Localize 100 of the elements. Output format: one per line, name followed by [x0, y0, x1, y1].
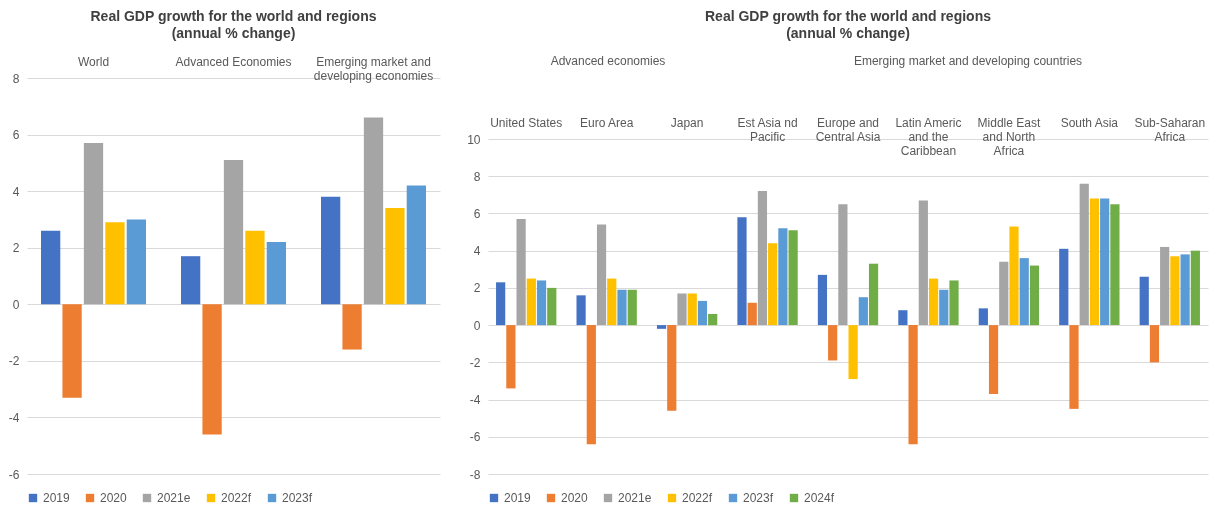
legend-label: 2022f	[682, 491, 713, 505]
bar	[928, 278, 939, 326]
bar	[126, 219, 146, 305]
y-tick-label: 4	[12, 184, 20, 199]
bar	[536, 280, 547, 326]
bar	[978, 308, 988, 326]
text: Advanced economies	[550, 54, 666, 68]
bar	[627, 289, 637, 326]
bar	[385, 208, 405, 305]
legend-label: 2023f	[282, 491, 313, 505]
bar	[406, 185, 426, 305]
bar	[737, 217, 747, 326]
bar	[1180, 254, 1190, 326]
y-tick-label: 0	[12, 297, 20, 312]
chart-subtitle: (annual % change)	[786, 25, 910, 41]
legend-label: 2020	[561, 491, 589, 505]
chart-title: Real GDP growth for the world and regions	[90, 8, 377, 24]
text: Emerging market and developing countries	[853, 54, 1083, 68]
chart-title: Real GDP growth for the world and regions	[705, 8, 992, 24]
bar	[747, 302, 757, 326]
bar	[506, 325, 516, 389]
bar	[607, 278, 617, 326]
bar	[1139, 276, 1149, 326]
bar	[687, 293, 697, 326]
legend-label: 2020	[100, 491, 128, 505]
bar	[617, 289, 627, 326]
x-tick-label: United States	[490, 115, 563, 130]
bar	[918, 200, 928, 326]
bar	[1019, 258, 1029, 326]
bar	[496, 282, 506, 326]
x-tick-label: South Asia	[1060, 115, 1119, 130]
bar	[708, 313, 718, 326]
bar	[1059, 248, 1069, 326]
bar	[1069, 325, 1079, 409]
y-tick-label: 10	[467, 132, 481, 147]
bar	[105, 222, 125, 305]
bar	[677, 293, 687, 326]
x-tick-label: Sub-Saharan Africa	[1134, 115, 1206, 144]
bar	[949, 280, 959, 326]
bar	[656, 325, 667, 329]
y-tick-label: 8	[473, 169, 481, 184]
bar	[848, 325, 858, 380]
bar	[697, 300, 708, 326]
y-tick-label: 6	[12, 128, 20, 143]
y-tick-label: -2	[469, 355, 481, 370]
bar	[547, 287, 557, 326]
bar	[1110, 204, 1120, 326]
legend-label: 2023f	[743, 491, 774, 505]
x-tick-label: Latin Americ and the Caribbean	[895, 115, 962, 158]
bar	[342, 304, 362, 350]
legend-label: 2024f	[804, 491, 835, 505]
y-tick-label: -2	[8, 354, 20, 369]
bar	[596, 224, 607, 326]
bar	[1190, 250, 1200, 326]
bar	[939, 289, 949, 326]
bar	[83, 143, 104, 305]
bar	[202, 304, 222, 435]
x-tick-label: Est Asia nd Pacific	[737, 115, 798, 144]
bar	[1170, 256, 1180, 326]
x-tick-label: Japan	[670, 115, 704, 130]
bar	[838, 204, 848, 326]
bar	[245, 230, 265, 305]
bar	[817, 274, 828, 326]
x-tick-label: Emerging market and developing economies	[313, 54, 434, 83]
bar	[778, 228, 788, 326]
bar	[908, 325, 918, 445]
y-tick-label: 0	[473, 318, 481, 333]
bar	[1100, 198, 1110, 326]
bar	[667, 325, 677, 411]
bar	[858, 297, 868, 326]
bar	[1149, 325, 1160, 363]
bar	[526, 278, 536, 326]
legend-label: 2021e	[157, 491, 191, 505]
bar	[1029, 265, 1040, 326]
bar	[223, 160, 244, 305]
legend-label: 2019	[504, 491, 532, 505]
y-tick-label: 6	[473, 206, 481, 221]
bar	[62, 304, 82, 398]
bar	[363, 117, 384, 305]
y-tick-label: 2	[12, 241, 20, 256]
bar	[516, 219, 526, 326]
y-tick-label: 2	[473, 281, 481, 296]
bar	[1079, 183, 1089, 326]
y-tick-label: -4	[8, 410, 20, 425]
x-tick-label: Euro Area	[579, 115, 634, 130]
bar	[41, 230, 61, 305]
bar	[898, 310, 908, 326]
x-tick-label: Europe and Central Asia	[815, 115, 881, 144]
bar	[321, 196, 341, 305]
y-tick-label: -8	[469, 467, 481, 482]
x-tick-label: Middle East and North Africa	[977, 115, 1041, 158]
y-tick-label: -6	[8, 467, 20, 482]
legend-label: 2021e	[618, 491, 652, 505]
y-tick-label: 8	[12, 71, 20, 86]
legend-label: 2019	[43, 491, 71, 505]
bar	[1009, 226, 1019, 326]
chart-subtitle: (annual % change)	[171, 25, 296, 41]
bar	[1089, 198, 1100, 326]
bar	[768, 243, 778, 326]
bar	[988, 325, 999, 394]
